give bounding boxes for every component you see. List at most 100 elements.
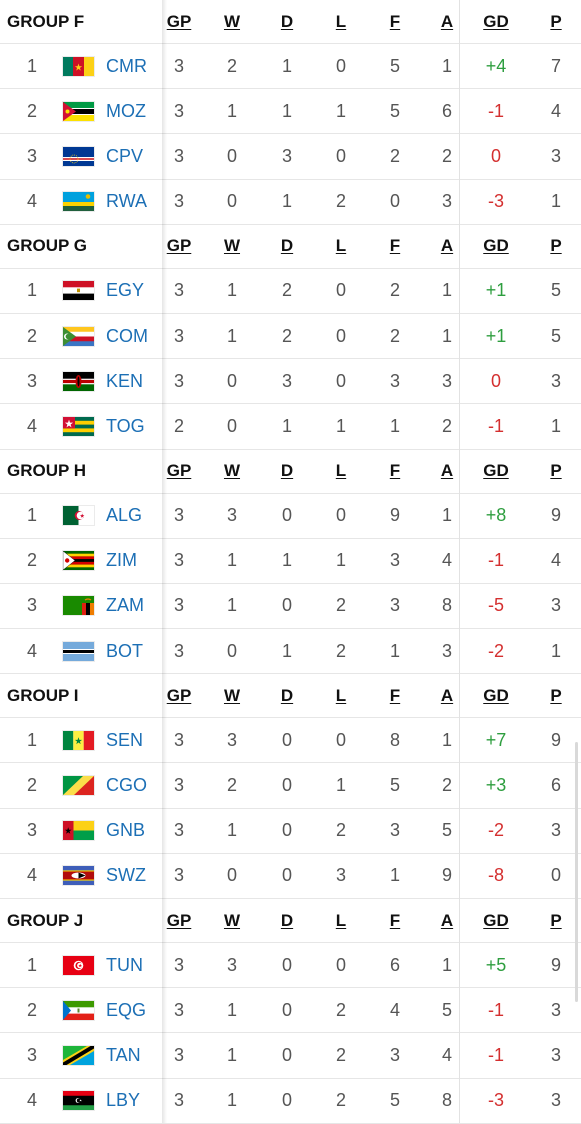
team-code-link[interactable]: EQG xyxy=(106,999,147,1020)
col-header-d[interactable]: D xyxy=(280,11,294,31)
team-row-cpv[interactable]: 3 CPV 3 0 3 0 2 2 0 3 xyxy=(0,134,581,180)
group-header: GROUP I GP W D L F A GD P xyxy=(0,674,581,719)
team-code-link[interactable]: GNB xyxy=(106,820,146,841)
col-header-l[interactable]: L xyxy=(335,236,347,256)
col-header-p[interactable]: P xyxy=(550,685,562,705)
stat-p: 5 xyxy=(550,325,561,346)
team-code-link[interactable]: RWA xyxy=(106,191,148,212)
col-header-a[interactable]: A xyxy=(440,11,454,31)
col-header-w[interactable]: W xyxy=(223,461,241,480)
col-header-w[interactable]: W xyxy=(223,11,241,31)
team-row-lby[interactable]: 4 LBY 3 1 0 2 5 8 -3 3 xyxy=(0,1079,581,1124)
col-header-f[interactable]: F xyxy=(389,685,401,705)
team-code-link[interactable]: LBY xyxy=(106,1090,141,1111)
team-row-alg[interactable]: 1 ALG 3 3 0 0 9 1 +8 9 xyxy=(0,494,581,539)
team-code-link[interactable]: SEN xyxy=(106,729,144,750)
col-header-l[interactable]: L xyxy=(335,11,347,31)
col-header-d[interactable]: D xyxy=(280,236,294,256)
col-header-gp[interactable]: GP xyxy=(166,11,192,31)
team-code-link[interactable]: SWZ xyxy=(106,865,146,886)
col-header-l[interactable]: L xyxy=(335,461,347,480)
col-header-w[interactable]: W xyxy=(223,910,241,930)
stat-w: 1 xyxy=(226,100,237,121)
col-header-d[interactable]: D xyxy=(280,910,294,930)
comoros-flag xyxy=(62,326,94,346)
team-code-link[interactable]: ZIM xyxy=(106,550,137,571)
group-header: GROUP G GP W D L F A GD P xyxy=(0,225,581,269)
team-code-link[interactable]: MOZ xyxy=(106,100,146,121)
team-code-link[interactable]: ALG xyxy=(106,505,143,526)
team-code-link[interactable]: KEN xyxy=(106,370,144,391)
stat-w: 2 xyxy=(226,775,237,796)
stat-p: 3 xyxy=(550,145,561,166)
col-header-p[interactable]: P xyxy=(550,236,562,256)
team-row-zim[interactable]: 2 ZIM 3 1 1 1 3 4 -1 4 xyxy=(0,539,581,584)
col-header-gp[interactable]: GP xyxy=(166,910,192,930)
col-header-a[interactable]: A xyxy=(440,685,454,705)
stat-l: 1 xyxy=(335,775,346,796)
team-row-ken[interactable]: 3 KEN 3 0 3 0 3 3 0 3 xyxy=(0,359,581,405)
team-row-cmr[interactable]: 1 CMR 3 2 1 0 5 1 +4 7 xyxy=(0,44,581,90)
col-header-d[interactable]: D xyxy=(280,685,294,705)
col-header-gp[interactable]: GP xyxy=(166,461,192,480)
team-row-tan[interactable]: 3 TAN 3 1 0 2 3 4 -1 3 xyxy=(0,1033,581,1079)
col-header-a[interactable]: A xyxy=(440,236,454,256)
col-header-gp[interactable]: GP xyxy=(166,236,192,256)
team-row-moz[interactable]: 2 MOZ 3 1 1 1 5 6 -1 4 xyxy=(0,89,581,135)
stat-l: 0 xyxy=(335,505,346,526)
team-row-swz[interactable]: 4 SWZ 3 0 0 3 1 9 -8 0 xyxy=(0,854,581,899)
col-header-gd[interactable]: GD xyxy=(483,11,509,31)
col-header-a[interactable]: A xyxy=(440,461,454,480)
team-code-link[interactable]: CGO xyxy=(106,775,148,796)
team-code-link[interactable]: CMR xyxy=(106,55,147,76)
team-row-bot[interactable]: 4 BOT 3 0 1 2 1 3 -2 1 xyxy=(0,629,581,675)
team-code-link[interactable]: TAN xyxy=(106,1044,141,1065)
col-header-gd[interactable]: GD xyxy=(483,910,509,930)
team-row-cgo[interactable]: 2 CGO 3 2 0 1 5 2 +3 6 xyxy=(0,763,581,809)
team-rank: 3 xyxy=(26,370,37,391)
scrollbar[interactable] xyxy=(575,742,578,1002)
team-row-eqg[interactable]: 2 EQG 3 1 0 2 4 5 -1 3 xyxy=(0,988,581,1034)
col-header-w[interactable]: W xyxy=(223,236,241,256)
team-row-rwa[interactable]: 4 RWA 3 0 1 2 0 3 -3 1 xyxy=(0,180,581,225)
col-header-gp[interactable]: GP xyxy=(166,685,192,705)
team-code-link[interactable]: BOT xyxy=(106,640,144,661)
stat-d: 0 xyxy=(281,954,292,975)
col-header-f[interactable]: F xyxy=(389,910,401,930)
team-row-tun[interactable]: 1 TUN 3 3 0 0 6 1 +5 9 xyxy=(0,943,581,989)
stat-l: 3 xyxy=(335,865,346,886)
team-row-tog[interactable]: 4 TOG 2 0 1 1 1 2 -1 1 xyxy=(0,404,581,450)
col-header-w[interactable]: W xyxy=(223,685,241,705)
col-header-a[interactable]: A xyxy=(440,910,454,930)
col-header-gd[interactable]: GD xyxy=(483,461,509,480)
col-header-gd[interactable]: GD xyxy=(483,236,509,256)
col-header-l[interactable]: L xyxy=(335,910,347,930)
team-row-zam[interactable]: 3 ZAM 3 1 0 2 3 8 -5 3 xyxy=(0,584,581,630)
col-header-d[interactable]: D xyxy=(280,461,294,480)
col-header-f[interactable]: F xyxy=(389,461,401,480)
col-header-p[interactable]: P xyxy=(550,910,562,930)
team-row-egy[interactable]: 1 EGY 3 1 2 0 2 1 +1 5 xyxy=(0,269,581,314)
stat-l: 2 xyxy=(335,820,346,841)
team-row-sen[interactable]: 1 SEN 3 3 0 0 8 1 +7 9 xyxy=(0,718,581,764)
col-header-gd[interactable]: GD xyxy=(483,685,509,705)
team-code-link[interactable]: CPV xyxy=(106,145,144,166)
team-code-link[interactable]: TUN xyxy=(106,954,143,975)
stat-w: 0 xyxy=(226,145,237,166)
team-row-com[interactable]: 2 COM 3 1 2 0 2 1 +1 5 xyxy=(0,314,581,360)
col-header-p[interactable]: P xyxy=(550,11,562,31)
team-row-gnb[interactable]: 3 GNB 3 1 0 2 3 5 -2 3 xyxy=(0,809,581,854)
stat-d: 0 xyxy=(281,505,292,526)
team-code-link[interactable]: TOG xyxy=(106,415,145,436)
col-header-l[interactable]: L xyxy=(335,685,347,705)
stat-w: 1 xyxy=(226,1090,237,1111)
stat-d: 3 xyxy=(281,370,292,391)
col-header-p[interactable]: P xyxy=(550,461,562,480)
team-code-link[interactable]: COM xyxy=(106,325,148,346)
col-header-f[interactable]: F xyxy=(389,236,401,256)
team-code-link[interactable]: ZAM xyxy=(106,595,144,616)
stat-d: 0 xyxy=(281,865,292,886)
col-header-f[interactable]: F xyxy=(389,11,401,31)
team-rank: 4 xyxy=(26,865,37,886)
team-code-link[interactable]: EGY xyxy=(106,280,145,301)
